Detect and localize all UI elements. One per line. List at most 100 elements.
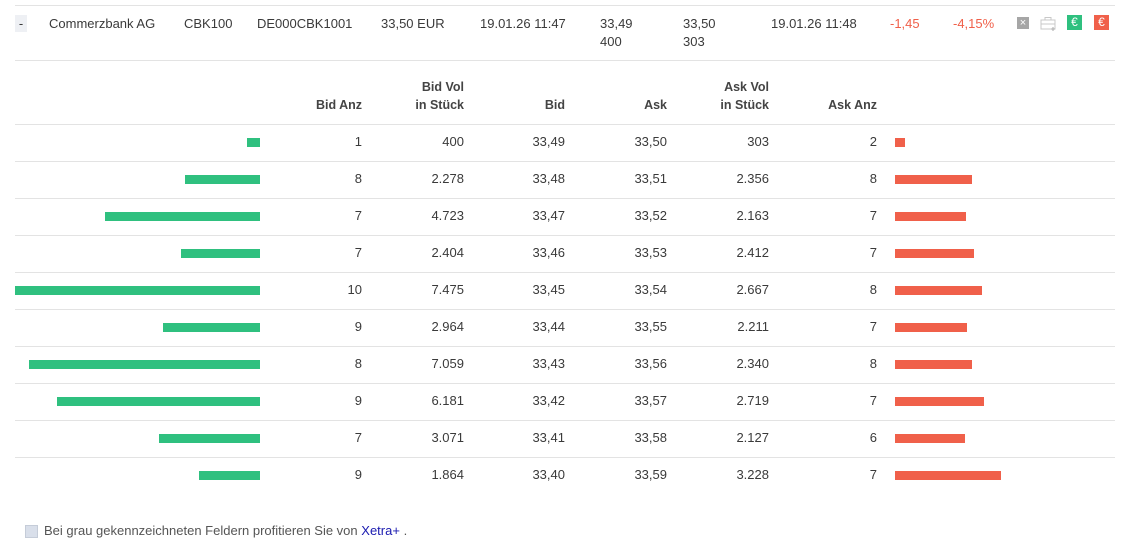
cell-bid: 33,44 (532, 319, 565, 334)
cell-ask: 33,56 (634, 356, 667, 371)
cell-ask-anz: 6 (869, 430, 877, 445)
cell-ask-anz: 7 (869, 393, 877, 408)
header-ask: Ask (644, 98, 667, 112)
cell-ask-vol: 2.412 (736, 245, 769, 260)
xetra-plus-legend-swatch (25, 525, 38, 538)
wkn: CBK100 (184, 16, 233, 31)
cell-bid-vol: 7.475 (431, 282, 464, 297)
cell-bid-vol: 4.723 (431, 208, 464, 223)
cell-ask-vol: 2.127 (736, 430, 769, 445)
ask-volume-bar (895, 323, 968, 332)
cell-bid-anz: 1 (354, 134, 362, 149)
buy-euro-icon[interactable]: € (1067, 15, 1082, 30)
cell-ask-vol: 2.667 (736, 282, 769, 297)
cell-bid-anz: 7 (354, 245, 362, 260)
cell-bid-anz: 10 (347, 282, 362, 297)
isin: DE000CBK1001 (257, 16, 353, 31)
sell-euro-icon[interactable]: € (1094, 15, 1109, 30)
cell-bid-vol: 6.181 (431, 393, 464, 408)
divider (15, 124, 1115, 125)
quote-time: 19.01.26 11:48 (771, 16, 857, 31)
bid-volume: 400 (600, 34, 622, 49)
cell-ask-anz: 7 (869, 319, 877, 334)
cell-bid-vol: 400 (442, 134, 464, 149)
ask-volume-bar (895, 175, 973, 184)
header-bid-vol-line2: in Stück (415, 98, 464, 112)
ask-volume: 303 (683, 34, 705, 49)
cell-bid-anz: 8 (354, 356, 362, 371)
divider (15, 5, 1115, 6)
cell-ask-anz: 8 (869, 356, 877, 371)
ask-volume-bar (895, 138, 905, 147)
ask-volume-bar (895, 360, 972, 369)
footer-text: Bei grau gekennzeichneten Feldern profit… (44, 523, 358, 538)
footer-note: Bei grau gekennzeichneten Feldern profit… (44, 523, 407, 538)
xetra-plus-link[interactable]: Xetra+ (361, 523, 400, 538)
cell-bid: 33,42 (532, 393, 565, 408)
bid-volume-bar (246, 138, 260, 147)
divider (15, 420, 1115, 421)
ask-volume-bar (895, 471, 1001, 480)
divider (15, 309, 1115, 310)
cell-ask: 33,59 (634, 467, 667, 482)
cell-bid: 33,48 (532, 171, 565, 186)
cell-ask-anz: 7 (869, 245, 877, 260)
cell-ask: 33,54 (634, 282, 667, 297)
cell-bid-anz: 9 (354, 467, 362, 482)
cell-ask: 33,52 (634, 208, 667, 223)
cell-bid-vol: 2.278 (431, 171, 464, 186)
ask-volume-bar (895, 212, 966, 221)
divider (15, 161, 1115, 162)
header-ask-anz: Ask Anz (828, 98, 877, 112)
cell-ask-vol: 2.163 (736, 208, 769, 223)
bid-volume-bar (181, 249, 260, 258)
instrument-name: Commerzbank AG (49, 16, 156, 31)
ask-volume-bar (895, 249, 975, 258)
bid-volume-bar (57, 397, 260, 406)
cell-bid-anz: 9 (354, 393, 362, 408)
divider (15, 457, 1115, 458)
cell-ask-anz: 7 (869, 208, 877, 223)
cell-bid-anz: 7 (354, 208, 362, 223)
change: -1,45 (890, 16, 920, 31)
cell-ask-vol: 2.356 (736, 171, 769, 186)
cell-bid-vol: 7.059 (431, 356, 464, 371)
cell-ask-vol: 3.228 (736, 467, 769, 482)
cell-bid-vol: 3.071 (431, 430, 464, 445)
divider (15, 383, 1115, 384)
collapse-button[interactable]: - (15, 15, 27, 32)
portfolio-add-icon[interactable] (1040, 16, 1056, 31)
header-ask-vol: Ask Vol in Stück (720, 78, 769, 114)
cell-bid-vol: 2.404 (431, 245, 464, 260)
change-percent: -4,15% (953, 16, 995, 31)
divider (15, 235, 1115, 236)
cell-ask: 33,57 (634, 393, 667, 408)
cell-ask: 33,55 (634, 319, 667, 334)
header-bid-vol: Bid Vol in Stück (415, 78, 464, 114)
header-bid-vol-line1: Bid Vol (421, 80, 464, 94)
cell-ask-vol: 2.719 (736, 393, 769, 408)
bid-volume-bar (28, 360, 260, 369)
last-time: 19.01.26 11:47 (480, 16, 566, 31)
divider (15, 60, 1115, 61)
cell-bid: 33,40 (532, 467, 565, 482)
ask-volume-bar (895, 434, 965, 443)
bid-price: 33,49 (600, 16, 633, 31)
cell-ask-anz: 8 (869, 282, 877, 297)
divider (15, 346, 1115, 347)
bid-volume-bar (105, 212, 260, 221)
divider (15, 272, 1115, 273)
bid-volume-bar (15, 286, 260, 295)
close-icon[interactable]: × (1017, 17, 1029, 29)
cell-ask-anz: 2 (869, 134, 877, 149)
bid-volume-bar (198, 471, 260, 480)
cell-bid-anz: 8 (354, 171, 362, 186)
cell-ask-vol: 2.340 (736, 356, 769, 371)
header-bid: Bid (544, 98, 565, 112)
ask-volume-bar (895, 286, 983, 295)
cell-bid: 33,46 (532, 245, 565, 260)
divider (15, 198, 1115, 199)
ask-volume-bar (895, 397, 985, 406)
cell-ask: 33,53 (634, 245, 667, 260)
